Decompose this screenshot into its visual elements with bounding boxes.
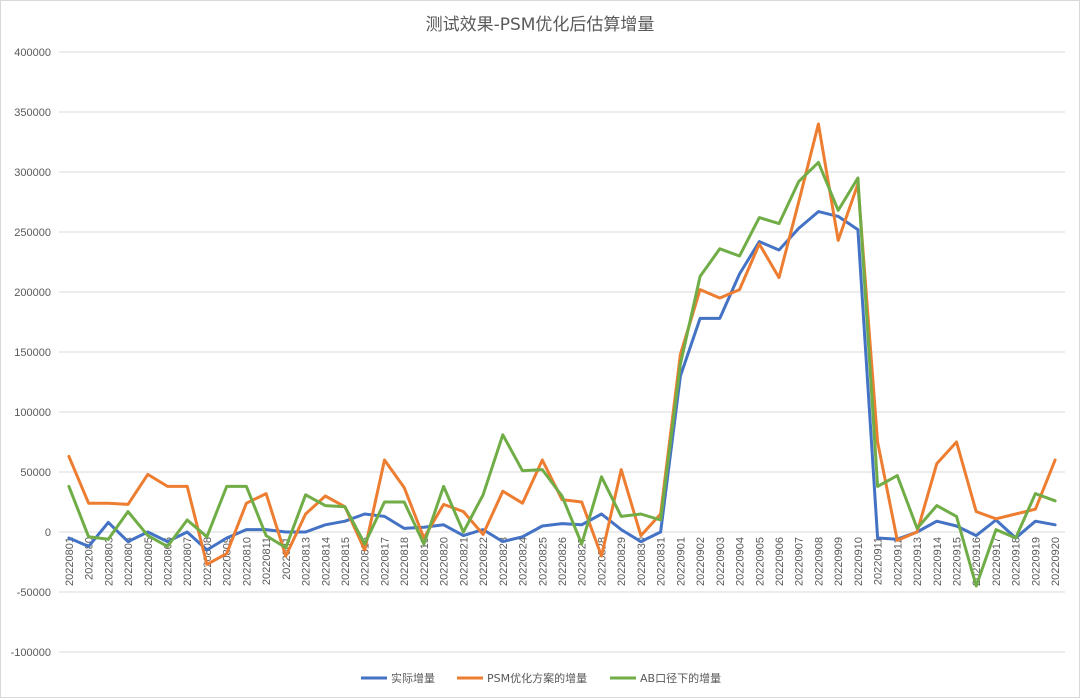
y-tick-label: 100000 [14,407,51,419]
x-tick-label: 20220918 [1011,537,1023,586]
x-tick-label: 20220829 [616,537,628,586]
y-tick-label: 350000 [14,107,51,119]
x-tick-label: 20220831 [656,537,668,586]
y-tick-label: -100000 [11,647,51,659]
y-tick-label: 50000 [20,467,51,479]
legend-label-2: PSM优化方案的增量 [487,671,587,685]
x-tick-label: 20220825 [537,537,549,586]
legend-label-3: AB口径下的增量 [640,671,721,685]
x-tick-label: 20220917 [991,537,1003,586]
x-tick-label: 20220830 [636,537,648,586]
x-tick-label: 20220803 [103,537,115,586]
x-tick-label: 20220904 [735,537,747,586]
x-tick-label: 20220804 [123,537,135,586]
x-tick-label: 20220902 [695,537,707,586]
chart-title: 测试效果-PSM优化后估算增量 [426,15,655,35]
x-tick-label: 20220821 [458,537,470,586]
x-tick-label: 20220909 [833,537,845,586]
y-tick-label: 150000 [14,347,51,359]
x-tick-label: 20220822 [478,537,490,586]
x-tick-label: 20220823 [498,537,510,586]
x-tick-label: 20220827 [577,537,589,586]
x-tick-label: 2022080 [84,537,96,580]
x-tick-label: 20220819 [419,537,431,586]
x-tick-label: 20220912 [892,537,904,586]
gridlines [59,51,1065,653]
x-tick-label: 20220826 [557,537,569,586]
x-tick-label: 20220807 [182,537,194,586]
y-axis-tick-labels: 400000 350000 300000 250000 200000 150000 1000… [11,47,51,659]
x-tick-label: 20220810 [241,537,253,586]
x-tick-label: 20220914 [932,537,944,586]
x-tick-label: 20220905 [754,537,766,586]
y-tick-label: 0 [45,527,51,539]
x-tick-label: 20220903 [715,537,727,586]
series-line-3 [67,160,1057,588]
y-tick-label: 250000 [14,227,51,239]
x-tick-label: 20220814 [320,537,332,586]
x-tick-label: 20220815 [340,537,352,586]
y-tick-label: 400000 [14,47,51,59]
x-tick-label: 20220915 [952,537,964,586]
x-tick-label: 20220906 [774,537,786,586]
x-tick-label: 20220920 [1050,537,1062,586]
x-tick-label: 20220809 [222,537,234,586]
x-tick-label: 20220813 [301,537,313,586]
x-tick-label: 20220824 [518,537,530,586]
x-tick-label: 20220908 [813,537,825,586]
x-tick-label: 20220907 [794,537,806,586]
x-tick-label: 20220817 [379,537,391,586]
x-tick-label: 20220811 [261,537,273,585]
x-tick-label: 20220901 [675,537,687,586]
y-tick-label: -50000 [17,587,51,599]
series-lines [67,122,1057,588]
x-tick-label: 20220910 [853,537,865,586]
legend-label-1: 实际增量 [391,671,435,685]
x-tick-label: 20220911 [873,537,885,585]
x-tick-label: 20220820 [439,537,451,586]
x-tick-label: 20220913 [912,537,924,586]
y-tick-label: 200000 [14,287,51,299]
y-tick-label: 300000 [14,167,51,179]
x-tick-label: 20220805 [143,537,155,586]
x-tick-label: 20220801 [64,537,76,586]
legend: 实际增量 PSM优化方案的增量 AB口径下的增量 [361,671,721,685]
x-tick-label: 20220818 [399,537,411,586]
x-tick-label: 20220806 [162,537,174,586]
x-tick-label: 20220919 [1030,537,1042,586]
